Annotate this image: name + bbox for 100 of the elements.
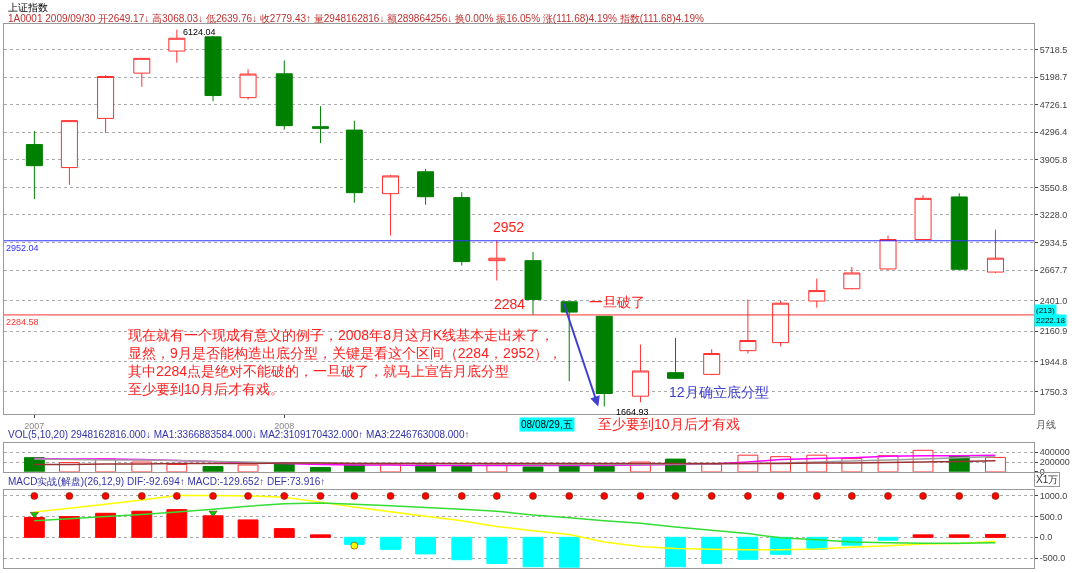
candlestick [524, 251, 542, 316]
candlestick [275, 59, 293, 131]
point [209, 492, 217, 500]
annotation: 至少要到10月后才有戏 [598, 416, 740, 432]
bar [877, 536, 899, 541]
point [955, 492, 964, 500]
annotation: 6124.04 [183, 27, 216, 37]
candlestick [417, 168, 435, 206]
point [776, 492, 785, 500]
y-tick-label: 4726.1 [1039, 99, 1068, 110]
bar [451, 536, 473, 561]
point [138, 492, 146, 500]
point [244, 492, 252, 500]
bar [95, 512, 117, 538]
bar [701, 536, 723, 564]
point [386, 492, 395, 500]
y-tick-label: 5198.7 [1039, 72, 1068, 83]
candlestick [950, 192, 968, 271]
candlestick [239, 68, 257, 101]
point [421, 492, 430, 500]
candlestick [25, 130, 43, 200]
point [457, 492, 466, 500]
point [707, 492, 716, 500]
candlestick [914, 194, 932, 241]
chart-subtitle: 1A0001 2009/09/30 开2649.17↓ 高3068.03↓ 低2639.76↓ 收2779.43↑ 量2948162816↓ 额289864256↓ 换0.00% 振16.05% 涨(111.68)4.19% 指数(111.68)4.19% [8, 13, 704, 24]
candlestick [204, 35, 222, 102]
point [493, 492, 501, 500]
annotation: 2284 [494, 296, 526, 312]
text: 月线 [1036, 419, 1056, 430]
candlestick [311, 105, 329, 144]
point [600, 492, 609, 500]
bar [948, 534, 970, 538]
candlestick [488, 240, 506, 282]
point [350, 492, 359, 500]
candlestick [703, 348, 721, 376]
candlestick [843, 266, 861, 290]
point [671, 492, 680, 500]
point [350, 541, 359, 550]
point [919, 492, 927, 500]
bar [380, 536, 401, 550]
candlestick [986, 229, 1004, 274]
bar [237, 464, 259, 472]
candlestick [133, 57, 151, 88]
chart-title: VOL(5,10,20) 2948162816.000↓ MA1:3366883584.000↓ MA2:3109170432.000↑ MA3:2246763008.000↑ [8, 429, 470, 440]
annotation: 至少要到10月后才有戏。 [128, 381, 284, 397]
candlestick [453, 191, 471, 267]
y-tick-label: 1000.0 [1039, 491, 1068, 502]
y-tick-label: 3228.0 [1039, 210, 1068, 221]
y-tick-label: 4296.4 [1039, 127, 1068, 138]
y-axis-title: X1万 [1036, 474, 1059, 485]
chart-title: 上证指数 [8, 2, 48, 13]
annotation: 1664.93 [616, 407, 649, 417]
candlestick [97, 74, 115, 134]
bar [202, 515, 224, 538]
bar [131, 510, 153, 538]
candlestick [60, 119, 78, 186]
point [316, 492, 325, 500]
y-tick-label: 500.0 [1039, 511, 1063, 522]
bar [23, 516, 45, 538]
text: 2222.18 [1036, 316, 1066, 325]
y-tick-label: 5718.5 [1039, 44, 1068, 55]
bar [273, 528, 295, 538]
bar [486, 536, 508, 564]
bar [58, 516, 80, 538]
bar [202, 465, 224, 472]
point [529, 492, 537, 500]
annotation: 2952 [493, 219, 525, 235]
point [812, 492, 821, 500]
y-tick-label: -500.0 [1039, 553, 1066, 564]
point [991, 492, 1000, 500]
y-tick-label: 3905.8 [1039, 154, 1068, 165]
bar [985, 533, 1006, 538]
annotation: 12月确立底分型 [669, 384, 769, 400]
y-tick-label: 400000 [1039, 447, 1070, 458]
point [173, 492, 181, 500]
candlestick [345, 120, 363, 204]
point [65, 492, 74, 500]
y-tick-label: 0.0 [1039, 532, 1053, 543]
bar [310, 534, 331, 538]
candlestick [666, 337, 684, 380]
y-tick-label: 2160.9 [1039, 326, 1068, 337]
x-tick-label: 2008 [274, 421, 295, 432]
annotation: 显然，9月是否能构造出底分型，关键是看这个区间（2284，2952）， [128, 345, 563, 361]
bar [665, 536, 686, 568]
y-tick-label: 3550.8 [1039, 182, 1068, 193]
point [744, 492, 752, 500]
bar [166, 464, 188, 472]
bar [522, 466, 544, 472]
point [30, 492, 39, 500]
bar [522, 536, 544, 568]
chart-title: MACD实战(解盘)(26,12,9) DIF:-92.694↑ MACD:-129.652↑ DEF:73.916↑ [8, 476, 326, 487]
y-tick-label: 2401.0 [1039, 295, 1068, 306]
point [636, 492, 645, 500]
bar [558, 536, 580, 568]
bar [166, 509, 188, 538]
y-tick-label: 2934.5 [1039, 237, 1068, 248]
point [884, 492, 892, 500]
annotation: 其中2284点是绝对不能破的，一旦破了，就马上宣告月底分型 [128, 363, 510, 379]
point [280, 492, 289, 500]
x-tick-label: 2007 [24, 421, 45, 432]
